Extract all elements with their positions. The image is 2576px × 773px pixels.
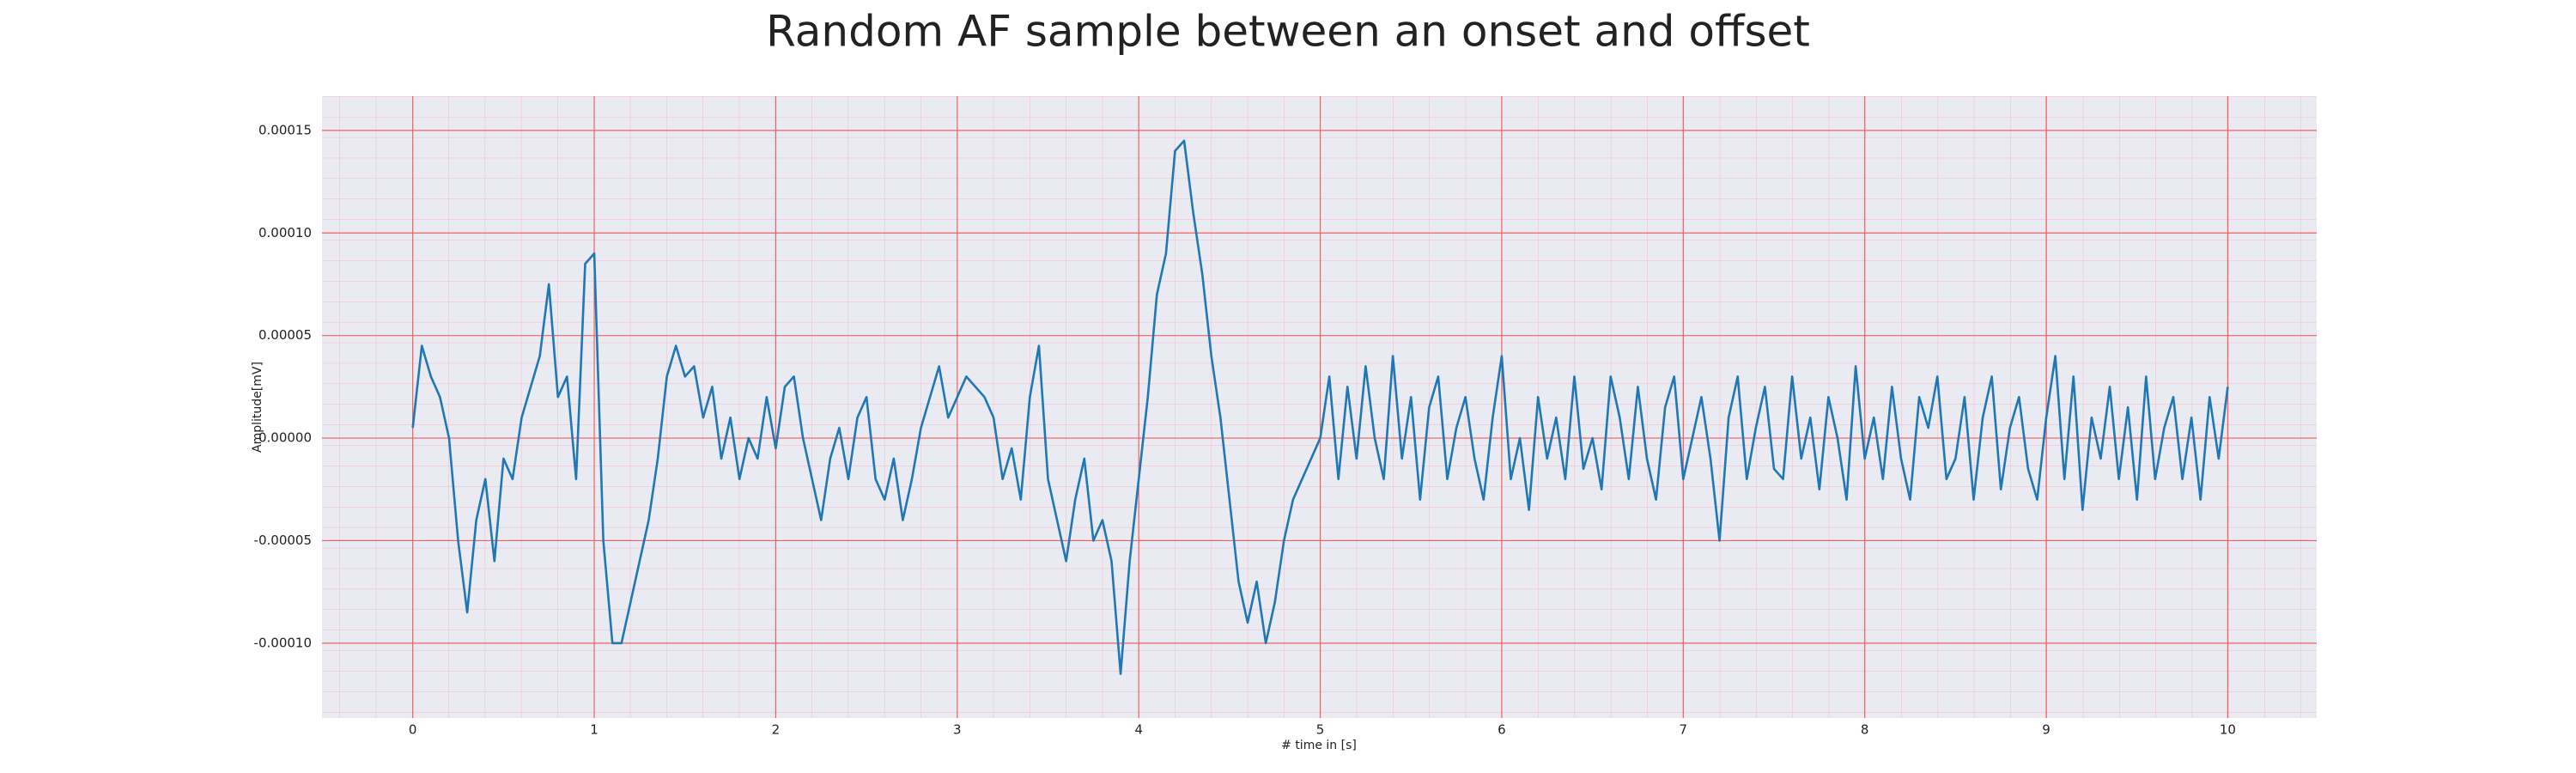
chart-title: Random AF sample between an onset and of… [766, 7, 1810, 57]
x-tick-label: 9 [2042, 722, 2050, 738]
y-tick-label: 0.00010 [258, 225, 312, 240]
x-tick-label: 2 [772, 722, 781, 738]
x-tick-label: 3 [953, 722, 962, 738]
x-tick-label: 4 [1134, 722, 1143, 738]
x-tick-label: 5 [1316, 722, 1325, 738]
minor-grid [322, 96, 2317, 718]
x-tick-label: 6 [1498, 722, 1506, 738]
y-tick-label: 0.00000 [258, 430, 312, 446]
signal-line [411, 139, 2229, 675]
x-tick-label: 7 [1680, 722, 1688, 738]
x-tick-label: 10 [2220, 722, 2236, 738]
y-tick-label: -0.00010 [254, 635, 312, 650]
y-tick-label: 0.00005 [258, 327, 312, 343]
y-axis-label: Amplitude[mV] [251, 362, 264, 453]
y-tick-label: 0.00015 [258, 122, 312, 137]
x-axis-label: # time in [s] [1281, 739, 1357, 752]
x-tick-label: 8 [1861, 722, 1869, 738]
y-tick-label: -0.00005 [254, 533, 312, 548]
x-tick-label: 1 [590, 722, 598, 738]
x-tick-label: 0 [409, 722, 417, 738]
